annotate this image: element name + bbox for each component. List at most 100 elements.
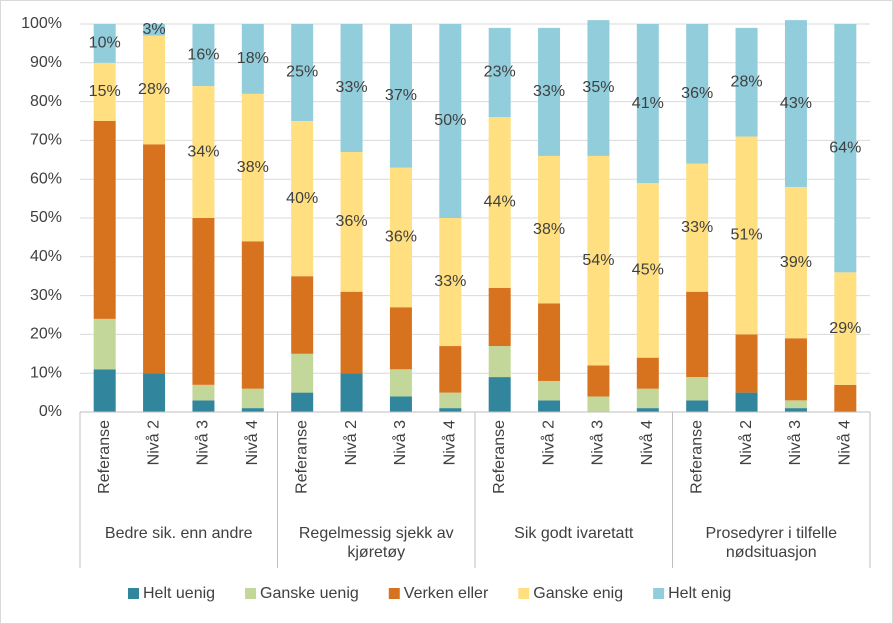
bar-segment <box>93 62 116 121</box>
data-label: 33% <box>533 83 565 100</box>
bar-segment <box>192 400 215 412</box>
bar-segment <box>538 400 561 412</box>
y-tick-label: 0% <box>39 403 62 420</box>
data-label: 36% <box>681 85 713 102</box>
x-tick-label: Nivå 2 <box>144 420 162 465</box>
legend-label: Helt uenig <box>143 585 215 602</box>
x-tick-label: Nivå 2 <box>539 420 557 465</box>
bar-segment <box>834 384 857 412</box>
bar-segment <box>143 144 166 374</box>
bar-segment <box>241 24 264 94</box>
bar-segment <box>143 373 166 412</box>
data-label: 40% <box>286 190 318 207</box>
bar-segment <box>389 167 412 308</box>
x-tick-label: Referanse <box>96 420 113 494</box>
bar-segment <box>636 357 659 389</box>
bar-segment <box>389 369 412 397</box>
bar-segment <box>784 338 807 401</box>
data-label: 23% <box>484 64 516 81</box>
bar-segment <box>192 24 215 87</box>
bar-segment <box>291 121 314 277</box>
y-tick-label: 90% <box>30 54 62 71</box>
bar-segment <box>439 218 462 347</box>
data-label: 50% <box>434 112 466 129</box>
bar-segment <box>93 318 116 370</box>
bar-segment <box>340 291 363 374</box>
data-label: 36% <box>385 229 417 246</box>
bar-segment <box>291 276 314 354</box>
data-label: 10% <box>89 35 121 52</box>
bar-segment <box>735 27 758 137</box>
y-tick-label: 20% <box>30 326 62 343</box>
bar-segment <box>291 24 314 121</box>
bar-segment <box>439 408 462 412</box>
data-label: 64% <box>829 139 861 156</box>
bar-segment <box>686 24 709 164</box>
data-label: 37% <box>385 87 417 104</box>
bar-segment <box>784 186 807 339</box>
bar-segment <box>241 408 264 412</box>
bar-segment <box>192 384 215 401</box>
bar-segment <box>439 392 462 409</box>
y-tick-label: 60% <box>30 170 62 187</box>
data-label: 34% <box>187 143 219 160</box>
data-label: 41% <box>632 95 664 112</box>
bar-segment <box>686 400 709 412</box>
bar-segment <box>488 117 511 288</box>
group-label: Bedre sik. enn andre <box>104 525 253 542</box>
bar-segment <box>340 373 363 412</box>
bar-segment <box>241 241 264 389</box>
bar-segment <box>538 155 561 304</box>
group-label: Sik godt ivaretatt <box>514 525 634 542</box>
bar-segment <box>735 334 758 393</box>
x-tick-label: Nivå 4 <box>836 420 854 465</box>
x-tick-label: Nivå 3 <box>391 420 409 465</box>
y-tick-label: 40% <box>30 248 62 265</box>
bar-segment <box>834 24 857 273</box>
bar-segment <box>538 303 561 381</box>
data-label: 15% <box>89 83 121 100</box>
legend-marker <box>128 588 139 599</box>
data-label: 25% <box>286 64 318 81</box>
y-tick-label: 50% <box>30 209 62 226</box>
bar-segment <box>686 163 709 292</box>
legend-marker <box>388 588 400 599</box>
bar-segment <box>389 307 412 370</box>
data-label: 18% <box>237 50 269 67</box>
bar-segment <box>538 380 561 401</box>
data-label: 28% <box>138 81 170 98</box>
legend-label: Verken eller <box>404 585 489 602</box>
legend-label: Ganske enig <box>533 585 623 602</box>
data-label: 45% <box>632 262 664 279</box>
x-tick-label: Referanse <box>688 420 705 494</box>
bar-segment <box>439 24 462 218</box>
bar-segment <box>488 287 511 347</box>
x-tick-label: Nivå 3 <box>589 420 607 465</box>
bar-segment <box>389 396 412 412</box>
bar-segment <box>488 27 511 118</box>
y-tick-label: 80% <box>30 93 62 110</box>
bar-segment <box>686 377 709 401</box>
bar-segment <box>241 388 264 409</box>
group-label: Regelmessig sjekk av kjøretøy <box>298 525 454 561</box>
data-label: 54% <box>582 252 614 269</box>
x-tick-label: Nivå 4 <box>441 420 459 465</box>
bar-segment <box>784 400 807 409</box>
legend-label: Helt enig <box>668 585 731 602</box>
bar-segment <box>587 155 610 366</box>
data-label: 44% <box>484 194 516 211</box>
x-tick-label: Nivå 3 <box>194 420 212 465</box>
x-tick-label: Nivå 2 <box>342 420 360 465</box>
group-label: Prosedyrer i tilfelle nødsituasjon <box>705 525 838 561</box>
data-label: 39% <box>780 254 812 271</box>
data-label: 35% <box>582 79 614 96</box>
data-label: 3% <box>143 21 166 38</box>
bar-segment <box>735 392 758 412</box>
bar-segment <box>389 24 412 168</box>
data-label: 51% <box>731 227 763 244</box>
bar-segment <box>587 365 610 397</box>
bar-segment <box>636 24 659 184</box>
bar-segment <box>636 388 659 409</box>
bar-segment <box>291 353 314 393</box>
bar-segment <box>488 377 511 412</box>
